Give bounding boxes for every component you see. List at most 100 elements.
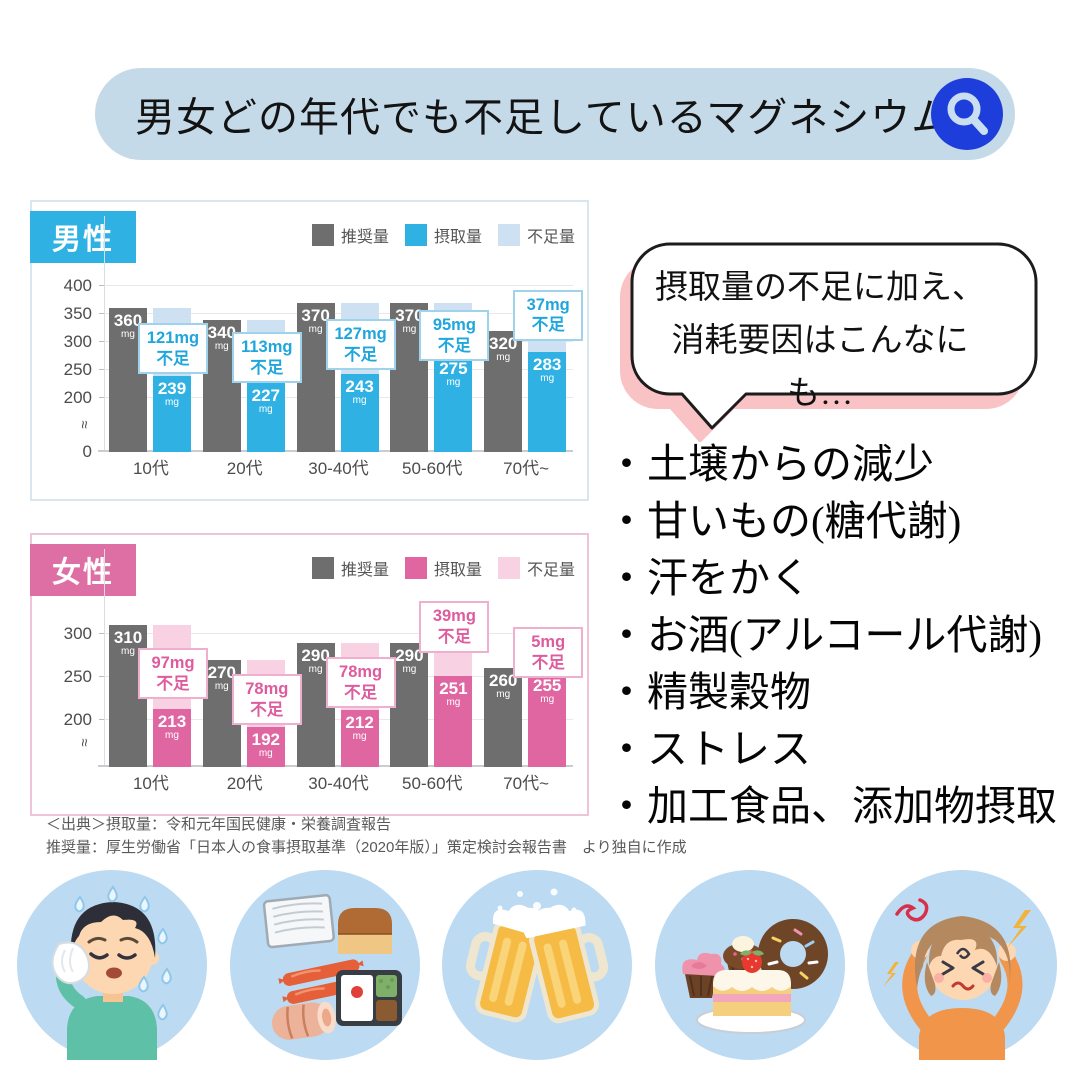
x-category-label: 50-60代 — [402, 774, 463, 793]
bullet-marker: ・ — [606, 726, 647, 772]
gridline — [104, 285, 573, 286]
bar-group: 360 mg 239 mg 121mg 不足 10代 — [104, 202, 208, 478]
bar-group: 260 mg 255 mg 5mg 不足 70代~ — [479, 535, 584, 793]
legend-label: 不足量 — [526, 562, 575, 579]
intake-value-label: 283 mg — [528, 356, 566, 384]
factor-item: ・お酒(アルコール代謝) — [606, 607, 1080, 664]
recommended-value-label: 270 mg — [203, 664, 241, 692]
intake-value: 239 — [157, 379, 187, 399]
recommended-value: 260 — [489, 671, 518, 691]
y-tick-label: 300 — [63, 332, 92, 351]
legend-swatch — [497, 557, 520, 579]
recommended-value-label: 340 mg — [203, 324, 241, 352]
tick-mark — [99, 341, 104, 342]
legend-item: 不足量 — [497, 223, 575, 247]
speech-bubble-text: 摂取量の不足に加え、 消耗要因はこんなにも… — [642, 262, 998, 420]
factor-item: ・ストレス — [606, 721, 1080, 778]
processed-foods-icon — [230, 870, 420, 1060]
recommended-unit: mg — [121, 646, 135, 658]
deficit-suffix: 不足 — [437, 627, 471, 646]
bullet-marker: ・ — [606, 612, 647, 658]
search-icon[interactable] — [931, 78, 1003, 150]
axis-break-symbol: ≈ — [75, 737, 93, 747]
intake-unit: mg — [258, 747, 273, 759]
header-banner: 男女どの年代でも不足しているマグネシウム — [95, 68, 1015, 160]
factor-text: 精製穀物 — [647, 669, 811, 715]
legend-item: 推奨量 — [311, 556, 389, 580]
legend-label: 摂取量 — [433, 229, 482, 246]
legend-item: 摂取量 — [404, 556, 482, 580]
recommended-value: 310 — [113, 628, 143, 648]
recommended-value-label: 260 mg — [484, 672, 522, 700]
tick-mark — [99, 719, 104, 720]
x-category-label: 20代 — [226, 774, 263, 793]
sweets-icon — [655, 870, 845, 1060]
deficit-amount: 78mg — [245, 680, 289, 699]
illustration-row — [0, 870, 1080, 1060]
recommended-value: 290 — [301, 645, 330, 665]
intake-bar: 227 mg — [246, 382, 285, 452]
deficit-amount: 127mg — [334, 325, 387, 344]
x-category-label: 70代~ — [503, 774, 549, 793]
y-tick-label: 250 — [63, 360, 92, 379]
x-category-label: 50-60代 — [402, 459, 463, 478]
recommended-unit: mg — [121, 329, 135, 341]
y-axis-line — [104, 216, 105, 452]
intake-value-label: 251 mg — [434, 680, 472, 708]
recommended-value: 360 — [113, 311, 143, 331]
deficit-suffix: 不足 — [250, 358, 284, 377]
x-category-label: 10代 — [132, 459, 169, 478]
legend-swatch — [311, 557, 334, 579]
tick-mark — [99, 676, 104, 677]
intake-value-label: 243 mg — [341, 378, 379, 406]
recommended-value: 320 — [489, 333, 518, 353]
deficit-label: 113mg 不足 — [231, 332, 302, 384]
chart-title-female: 女性 — [30, 544, 137, 596]
bullet-marker: ・ — [606, 555, 647, 601]
chart-legend: 推奨量 摂取量 不足量 — [311, 223, 575, 247]
legend-label: 不足量 — [526, 229, 575, 246]
recommended-value-label: 370 mg — [390, 307, 428, 335]
intake-bar: 283 mg — [528, 351, 567, 452]
factor-text: ストレス — [647, 726, 811, 772]
deficit-suffix: 不足 — [531, 316, 565, 335]
bar-group: 290 mg 251 mg 39mg 不足 50-60代 — [385, 535, 490, 793]
plot-area-female: 300 250 200 ≈310 mg 213 mg 97mg 不足 10代 270 mg 192 mg 7… — [64, 535, 584, 793]
recommended-unit: mg — [308, 663, 323, 675]
x-axis-line — [98, 765, 573, 767]
deficit-label: 5mg 不足 — [513, 627, 584, 679]
x-category-label: 10代 — [132, 774, 169, 793]
bar-group: 270 mg 192 mg 78mg 不足 20代 — [198, 535, 302, 793]
factor-list: ・土壌からの減少 ・甘いもの(糖代謝) ・汗をかく ・お酒(アルコール代謝) ・精製穀物… — [606, 436, 1080, 835]
illustration-processed-foods — [230, 870, 420, 1060]
illustration-beer-mugs — [442, 870, 632, 1060]
factor-text: 甘いもの(糖代謝) — [647, 498, 962, 544]
legend-swatch — [404, 224, 427, 246]
gridline — [104, 397, 573, 398]
recommended-value-label: 360 mg — [109, 312, 147, 340]
x-category-label: 20代 — [226, 459, 263, 478]
y-tick-label: 200 — [63, 710, 92, 729]
intake-value-label: 213 mg — [153, 713, 191, 741]
intake-bar: 239 mg — [153, 376, 191, 452]
y-tick-label: 0 — [82, 442, 92, 461]
legend-item: 不足量 — [497, 556, 575, 580]
bar-group: 290 mg 212 mg 78mg 不足 30-40代 — [292, 535, 396, 793]
source-note: ＜出典＞摂取量：令和元年国民健康・栄養調査報告 推奨量：厚生労働省「日本人の食事… — [46, 813, 687, 860]
recommended-unit: mg — [214, 680, 229, 692]
intake-value: 243 — [345, 376, 374, 396]
stressed-woman-icon — [867, 870, 1057, 1060]
intake-unit: mg — [540, 372, 555, 384]
deficit-suffix: 不足 — [531, 653, 565, 672]
chart-title-male: 男性 — [30, 211, 137, 263]
intake-unit: mg — [446, 697, 461, 709]
deficit-label: 127mg 不足 — [325, 319, 396, 371]
deficit-suffix: 不足 — [437, 336, 471, 355]
beer-mugs-icon — [442, 870, 632, 1060]
intake-value: 213 — [157, 711, 187, 731]
intake-unit: mg — [165, 397, 179, 409]
recommended-value: 270 — [207, 662, 236, 682]
illustration-sweating-man — [17, 870, 207, 1060]
intake-bar: 192 mg — [246, 726, 285, 767]
